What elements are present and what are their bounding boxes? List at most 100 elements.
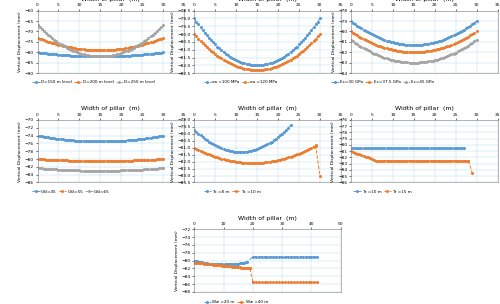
D=250 m level <box>64 46 70 50</box>
Wᴁ =20 m <box>222 263 228 266</box>
Tᴄ =8 m <box>200 135 205 139</box>
σᴀ =100 MPa <box>268 61 274 64</box>
Eᴄ=30 GPa <box>348 19 354 23</box>
GSI=55 <box>78 159 84 163</box>
Tᴄ =8 m <box>246 149 252 153</box>
Legend: σᴀ =100 MPa, σᴀ =120 MPa: σᴀ =100 MPa, σᴀ =120 MPa <box>204 80 278 84</box>
Legend: Eᴄ=30 GPa, Eᴄ=37.5 GPa, Eᴄ=45 GPa: Eᴄ=30 GPa, Eᴄ=37.5 GPa, Eᴄ=45 GPa <box>331 80 434 84</box>
Tᴇ =15 m <box>432 159 438 162</box>
D=250 m level <box>60 43 66 47</box>
GSI=65 <box>104 169 110 173</box>
Tᴄ =8 m <box>208 141 214 145</box>
Eᴄ=30 GPa <box>426 42 432 46</box>
Title: Width of pillar  (m): Width of pillar (m) <box>238 0 297 2</box>
GSI=55 <box>160 157 166 161</box>
Wᴁ =40 m <box>231 265 237 269</box>
GSI=55 <box>112 159 118 163</box>
Legend: Tᴇ =10 m, Tᴇ =15 m: Tᴇ =10 m, Tᴇ =15 m <box>353 190 412 194</box>
D=250 m level <box>104 54 110 58</box>
Wᴁ =40 m <box>220 264 226 268</box>
Tᴄ =8 m <box>262 143 268 147</box>
Eᴄ=45 GPa <box>459 47 465 51</box>
Eᴄ=37.5 GPa <box>373 43 379 47</box>
Tᴄ =8 m <box>231 150 237 153</box>
GSI=55 <box>98 159 103 163</box>
Tᴄ =8 m <box>284 128 290 132</box>
Y-axis label: Vertical Displacement (mm): Vertical Displacement (mm) <box>18 12 22 72</box>
Tᴄ =8 m <box>216 146 222 149</box>
Y-axis label: Vertical Displacement (mm): Vertical Displacement (mm) <box>170 12 174 72</box>
GSI=65 <box>34 166 40 170</box>
Line: GSI=65: GSI=65 <box>36 167 164 171</box>
Tᴇ =10 m <box>369 146 375 150</box>
σᴀ =120 MPa <box>260 68 266 71</box>
Tᴄ =8 m <box>277 133 283 137</box>
Tᴄ =8 m <box>264 142 270 146</box>
Tᴄ =10 m <box>250 161 256 165</box>
D=250 m level <box>98 55 103 58</box>
Tᴄ =8 m <box>224 148 230 152</box>
Legend: Tᴄ =8 m, Tᴄ =10 m: Tᴄ =8 m, Tᴄ =10 m <box>204 190 260 194</box>
Tᴄ =8 m <box>235 150 241 154</box>
D=200 m level <box>146 41 152 45</box>
σᴀ =120 MPa <box>216 55 222 59</box>
Line: Wᴁ =20 m: Wᴁ =20 m <box>194 256 318 265</box>
Wᴁ =20 m <box>250 255 256 258</box>
Wᴁ =20 m <box>191 259 197 262</box>
GSI=65 <box>64 168 70 172</box>
Wᴁ =40 m <box>203 262 209 266</box>
Tᴄ =8 m <box>242 150 248 154</box>
Eᴄ=45 GPa <box>373 53 379 56</box>
GSI=45 <box>34 134 40 137</box>
GSI=55 <box>64 159 70 162</box>
Eᴄ=37.5 GPa <box>378 45 384 48</box>
D=250 m level <box>160 23 166 27</box>
σᴀ =100 MPa <box>191 17 197 20</box>
Wᴁ =40 m <box>225 264 231 268</box>
Line: Wᴁ =40 m: Wᴁ =40 m <box>194 262 251 269</box>
Tᴄ =8 m <box>212 143 218 147</box>
D=150 m level <box>104 55 110 58</box>
Wᴁ =40 m <box>206 262 212 266</box>
Tᴇ =15 m <box>354 152 360 155</box>
Tᴄ =10 m <box>222 158 228 161</box>
Wᴁ =40 m <box>242 266 248 270</box>
Wᴁ =20 m <box>216 263 222 266</box>
Tᴄ =8 m <box>210 142 216 146</box>
Tᴄ =10 m <box>196 148 202 152</box>
Wᴁ =40 m <box>219 264 225 267</box>
GSI=45 <box>60 137 66 141</box>
Eᴄ=30 GPa <box>459 29 465 33</box>
Wᴁ =40 m <box>224 264 230 268</box>
Wᴁ =20 m <box>314 255 320 258</box>
Wᴁ =40 m <box>222 264 228 268</box>
GSI=55 <box>34 157 40 161</box>
GSI=45 <box>146 136 152 140</box>
D=250 m level <box>146 36 152 40</box>
D=150 m level <box>78 54 84 58</box>
Tᴄ =8 m <box>279 132 285 135</box>
Eᴄ=37.5 GPa <box>459 38 465 42</box>
σᴀ =120 MPa <box>191 32 197 36</box>
Wᴁ =40 m <box>247 267 253 270</box>
Tᴄ =8 m <box>275 135 281 139</box>
σᴀ =100 MPa <box>220 50 226 54</box>
Wᴁ =40 m <box>213 263 219 267</box>
Tᴄ =8 m <box>227 149 233 153</box>
Tᴄ =10 m <box>210 154 216 158</box>
Wᴁ =40 m <box>191 261 197 264</box>
Eᴄ=37.5 GPa <box>348 30 354 33</box>
Line: D=200 m level: D=200 m level <box>36 37 164 51</box>
Wᴁ =40 m <box>235 265 241 269</box>
Y-axis label: Vertical Displacement (mm): Vertical Displacement (mm) <box>332 12 336 72</box>
Tᴄ =8 m <box>252 148 258 151</box>
GSI=55 <box>104 159 110 163</box>
Eᴄ=30 GPa <box>417 43 423 47</box>
Tᴄ =8 m <box>238 150 244 154</box>
D=200 m level <box>160 36 166 40</box>
Tᴇ =10 m <box>375 146 381 150</box>
Eᴄ=45 GPa <box>378 54 384 58</box>
Wᴁ =40 m <box>218 264 224 267</box>
Y-axis label: Vertical Displacement (mm): Vertical Displacement (mm) <box>332 121 336 181</box>
Eᴄ=45 GPa <box>348 38 354 42</box>
